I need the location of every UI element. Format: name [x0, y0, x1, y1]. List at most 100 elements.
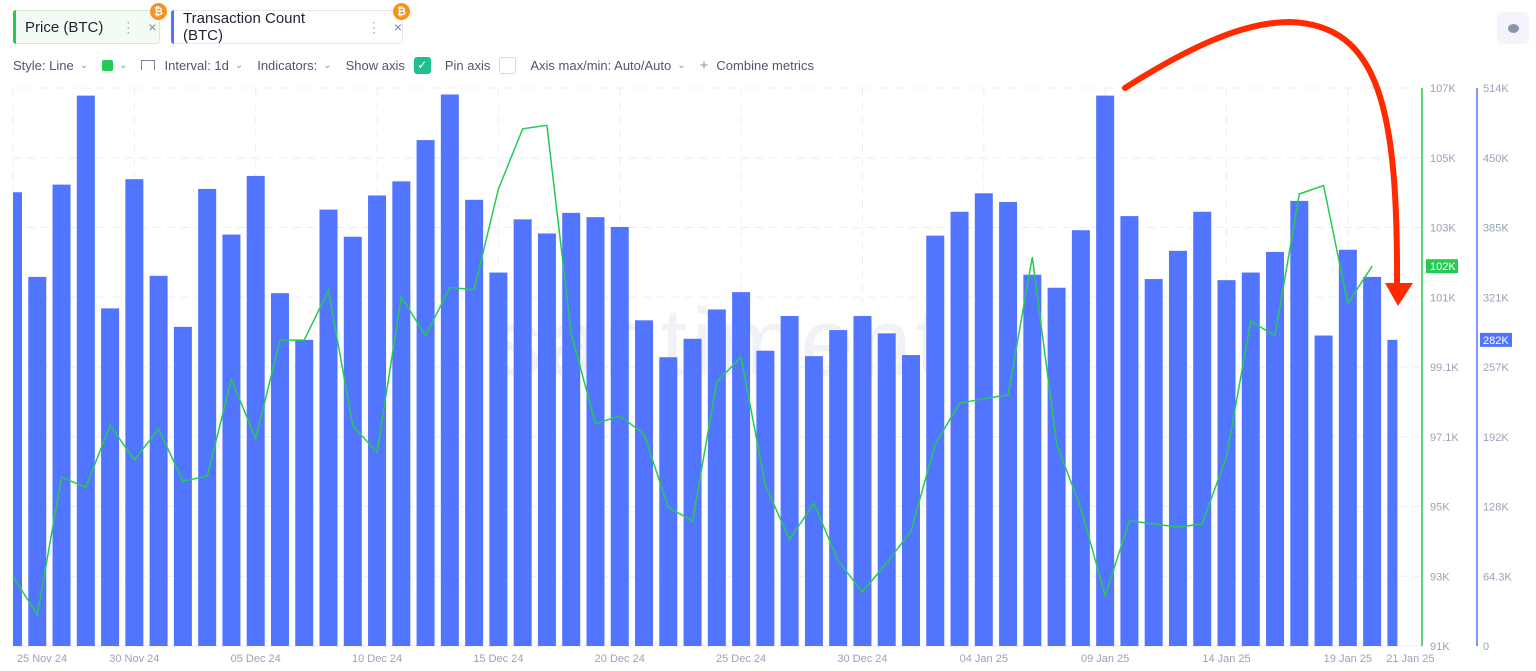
x-axis-tick: 10 Dec 24 — [352, 653, 402, 665]
pin-axis-checkbox[interactable] — [499, 56, 517, 74]
count-last-value: 282K — [1483, 335, 1509, 347]
transaction-count-bar — [707, 309, 726, 646]
transaction-count-bar — [829, 330, 848, 646]
interval-label: Interval: 1d — [164, 57, 229, 73]
tab-label: Price (BTC) — [25, 18, 104, 36]
combine-metrics-button[interactable]: + Combine metrics — [700, 57, 814, 74]
tab-transaction-count-btc[interactable]: Transaction Count (BTC) ⋮ × ₿ — [171, 3, 410, 44]
transaction-count-bar — [28, 276, 47, 646]
settings-toggle-button[interactable] — [1497, 12, 1529, 44]
chevron-down-icon: ⌄ — [234, 59, 244, 71]
transaction-count-bar — [1168, 250, 1187, 647]
transaction-count-bar — [853, 315, 872, 646]
transaction-count-bar — [1144, 279, 1163, 646]
transaction-count-bar — [659, 357, 678, 646]
axes: 91K 0 93K 64.3K 95K 128K 97.1K 192K 99.1K 257K 101… — [17, 83, 1512, 665]
pin-axis-label: Pin axis — [444, 57, 491, 73]
transaction-count-bar — [610, 226, 629, 646]
count-axis-tick: 385K — [1483, 223, 1509, 235]
chevron-down-icon: ⌄ — [119, 59, 128, 71]
price-last-value-badge — [1426, 259, 1458, 274]
transaction-count-bar — [416, 140, 435, 646]
transaction-count-bar — [999, 201, 1018, 646]
transaction-count-bar — [513, 219, 532, 646]
count-axis-tick: 0 — [1483, 641, 1489, 653]
transaction-count-bar — [343, 236, 362, 646]
transaction-count-bar — [125, 179, 144, 646]
transaction-count-bar — [950, 211, 969, 646]
x-axis-tick: 25 Nov 24 — [17, 653, 67, 665]
count-axis-tick: 192K — [1483, 432, 1509, 444]
price-axis-tick: 97.1K — [1430, 432, 1459, 444]
ruler-icon — [141, 60, 156, 70]
tab-color-bar — [13, 10, 16, 44]
price-axis-tick: 99.1K — [1430, 362, 1459, 374]
x-axis-tick: 30 Dec 24 — [837, 653, 887, 665]
interval-dropdown[interactable]: Interval: 1d ⌄ — [141, 58, 243, 73]
indicators-dropdown[interactable]: Indicators: ⌄ — [257, 58, 331, 73]
transaction-count-bar — [974, 193, 993, 646]
transaction-count-bar — [877, 333, 896, 646]
dot-icon — [1507, 23, 1519, 33]
price-line — [12, 124, 1373, 618]
close-icon[interactable]: × — [393, 19, 402, 35]
style-dropdown[interactable]: Style: Line ⌄ — [13, 58, 88, 73]
tab-price-btc[interactable]: Price (BTC) ⋮ × ₿ — [13, 3, 167, 44]
transaction-count-bar — [295, 339, 314, 646]
transaction-count-bar — [1023, 274, 1042, 646]
show-axis-toggle[interactable]: Show axis ✓ — [345, 56, 431, 74]
transaction-count-bar — [440, 94, 459, 647]
x-axis-tick: 14 Jan 25 — [1202, 653, 1250, 665]
transaction-count-bar — [537, 233, 556, 646]
count-axis-tick: 450K — [1483, 153, 1509, 165]
tab-menu-icon[interactable]: ⋮ — [121, 18, 135, 35]
transaction-count-bar — [1266, 251, 1285, 646]
chevron-down-icon: ⌄ — [79, 59, 89, 71]
count-axis-tick: 64.3K — [1483, 571, 1512, 583]
transaction-count-bar — [901, 355, 920, 646]
transaction-count-bar — [926, 235, 945, 646]
price-axis-tick: 103K — [1430, 223, 1456, 235]
indicators-label: Indicators: — [257, 57, 318, 73]
x-axis-tick: 25 Dec 24 — [716, 653, 766, 665]
close-icon[interactable]: × — [148, 19, 157, 35]
count-axis-tick: 128K — [1483, 502, 1509, 514]
axis-maxmin-label: Axis max/min: Auto/Auto — [530, 57, 672, 73]
color-swatch — [102, 59, 114, 71]
combine-metrics-label: Combine metrics — [716, 57, 814, 73]
transaction-count-bar — [76, 95, 95, 646]
axis-maxmin-dropdown[interactable]: Axis max/min: Auto/Auto ⌄ — [530, 58, 685, 73]
bitcoin-icon: ₿ — [393, 3, 410, 20]
transaction-count-bar — [1290, 200, 1309, 647]
chevron-down-icon: ⌄ — [323, 59, 332, 71]
price-axis-tick: 91K — [1430, 641, 1450, 653]
transaction-count-bar — [1071, 230, 1090, 647]
show-axis-label: Show axis — [345, 57, 405, 73]
x-axis-tick: 04 Jan 25 — [960, 653, 1008, 665]
style-label: Style: Line — [13, 57, 74, 73]
transaction-count-bar — [683, 338, 702, 646]
transaction-count-bar — [198, 188, 217, 646]
pin-axis-toggle[interactable]: Pin axis — [444, 56, 517, 74]
transaction-count-bar — [1387, 339, 1398, 646]
x-axis-tick: 30 Nov 24 — [109, 653, 159, 665]
chevron-down-icon: ⌄ — [677, 59, 686, 71]
x-axis-tick: 19 Jan 25 — [1324, 653, 1372, 665]
transaction-count-bar — [1047, 287, 1066, 646]
chart-toolbar: Style: Line ⌄ ⌄ Interval: 1d ⌄ Indicators:… — [13, 56, 828, 74]
show-axis-checkbox[interactable]: ✓ — [413, 56, 431, 74]
tab-menu-icon[interactable]: ⋮ — [366, 18, 381, 35]
red-arrow-annotation — [1122, 18, 1413, 306]
color-picker[interactable]: ⌄ — [102, 59, 128, 71]
price-axis-tick: 107K — [1430, 83, 1456, 95]
x-axis-tick: 21 Jan 25 — [1386, 653, 1434, 665]
transaction-count-bar — [1217, 280, 1236, 646]
transaction-count-bar — [562, 212, 581, 646]
count-axis-tick: 257K — [1483, 362, 1509, 374]
transaction-count-bar — [780, 315, 799, 646]
transaction-count-bar — [756, 350, 775, 646]
transaction-count-bar — [1338, 249, 1357, 646]
transaction-count-bar — [173, 326, 192, 646]
transaction-count-bar — [1314, 335, 1333, 646]
